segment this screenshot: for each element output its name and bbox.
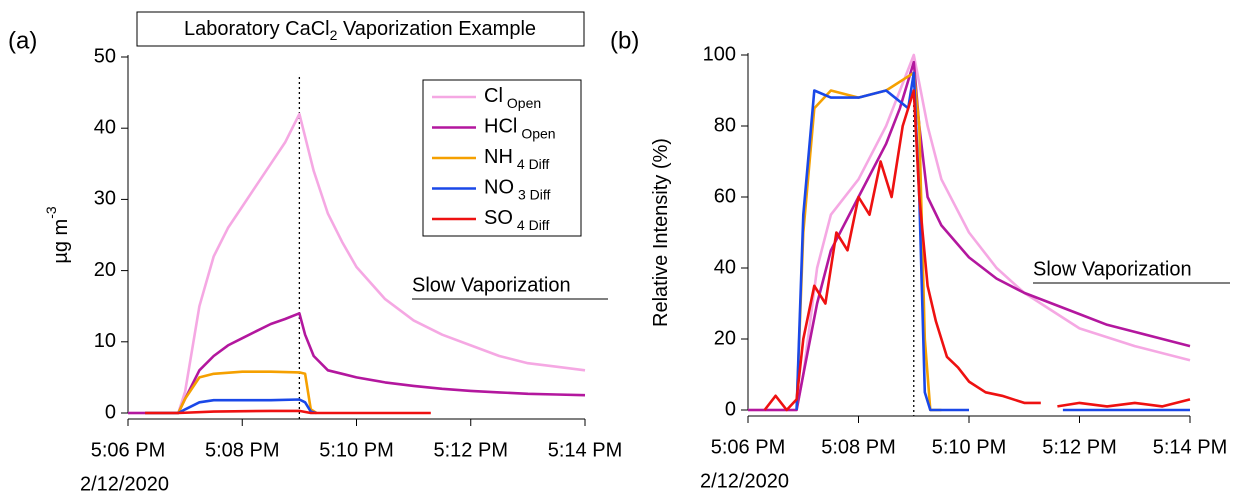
series-line	[795, 71, 1190, 412]
legend-subscript: Open	[521, 125, 555, 141]
y-axis-label: µg m-3	[43, 206, 73, 264]
panel-label: (a)	[8, 27, 37, 54]
legend-subscript: 4 Diff	[517, 156, 550, 172]
legend-name: SO	[484, 207, 513, 229]
legend-label: NH 4 Diff	[484, 146, 549, 171]
chart-title: Laboratory CaCl2 Vaporization Example	[184, 18, 536, 42]
y-axis-label-text: Relative Intensity (%)	[650, 138, 672, 327]
y-axis-label-sup: -3	[43, 206, 59, 219]
series-line	[763, 89, 1191, 412]
series-line	[128, 312, 586, 415]
legend-name: HCl	[484, 116, 517, 138]
legend-name: NH	[484, 146, 513, 168]
annotation: Slow Vaporization	[1033, 258, 1192, 280]
legend-name: Cl	[484, 85, 503, 107]
x-tick-label: 5:06 PM	[91, 439, 165, 461]
legend-label: NO 3 Diff	[484, 177, 551, 202]
y-tick-label: 60	[714, 185, 736, 207]
panel-label: (b)	[610, 27, 639, 54]
y-tick-label: 10	[94, 330, 116, 352]
legend-label: Cl Open	[484, 85, 541, 110]
title-text: Vaporization Example	[337, 18, 536, 40]
legend-label: HCl Open	[484, 116, 556, 141]
legend-label: SO 4 Diff	[484, 207, 549, 232]
legend-subscript: Open	[507, 95, 541, 111]
y-tick-label: 40	[714, 256, 736, 278]
x-tick-label: 5:08 PM	[821, 436, 895, 458]
y-tick-label: 0	[105, 401, 116, 423]
legend-subscript: 3 Diff	[518, 186, 551, 202]
y-tick-label: 40	[94, 116, 116, 138]
y-tick-label: 50	[94, 45, 116, 67]
y-tick-label: 100	[703, 43, 736, 65]
x-tick-label: 5:06 PM	[711, 436, 785, 458]
series-line	[145, 409, 431, 415]
x-tick-label: 5:10 PM	[932, 436, 1006, 458]
title-subscript: 2	[330, 27, 338, 43]
annotation: Slow Vaporization	[412, 274, 571, 296]
y-axis-label-text: µg m	[50, 219, 72, 264]
y-tick-label: 20	[94, 259, 116, 281]
x-tick-label: 5:14 PM	[548, 439, 622, 461]
series-line	[748, 53, 1191, 412]
x-tick-label: 5:12 PM	[434, 439, 508, 461]
x-tick-label: 5:08 PM	[205, 439, 279, 461]
y-tick-label: 80	[714, 114, 736, 136]
series-line	[748, 60, 1191, 412]
date-label: 2/12/2020	[700, 470, 789, 492]
series-line	[145, 398, 317, 415]
series-line	[145, 370, 318, 415]
title-box	[136, 11, 585, 47]
x-tick-label: 5:14 PM	[1153, 436, 1227, 458]
series-line	[128, 112, 586, 415]
y-tick-label: 20	[714, 327, 736, 349]
x-tick-label: 5:12 PM	[1042, 436, 1116, 458]
y-axis-label: Relative Intensity (%)	[650, 138, 672, 327]
legend-name: NO	[484, 177, 514, 199]
x-tick-label: 5:10 PM	[319, 439, 393, 461]
y-tick-label: 0	[725, 398, 736, 420]
legend-subscript: 4 Diff	[517, 217, 550, 233]
title-text: Laboratory CaCl	[184, 18, 330, 40]
date-label: 2/12/2020	[80, 473, 169, 495]
y-tick-label: 30	[94, 188, 116, 210]
